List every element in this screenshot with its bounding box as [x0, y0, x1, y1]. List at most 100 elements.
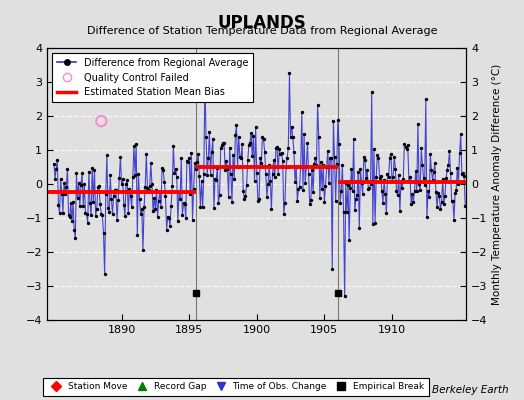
Point — [95, 182, 103, 189]
Point — [64, 212, 73, 218]
Point — [417, 145, 425, 152]
Point — [77, 182, 85, 188]
Legend: Station Move, Record Gap, Time of Obs. Change, Empirical Break: Station Move, Record Gap, Time of Obs. C… — [43, 378, 429, 396]
Point — [203, 172, 211, 178]
Point — [363, 167, 372, 174]
Point — [119, 201, 128, 208]
Point — [409, 198, 418, 205]
Point — [73, 195, 82, 202]
Point — [268, 171, 277, 177]
Point — [401, 144, 410, 150]
Point — [244, 157, 252, 164]
Point — [407, 201, 416, 207]
Point — [377, 173, 385, 179]
Point — [167, 203, 176, 210]
Point — [403, 142, 412, 148]
Point — [115, 174, 124, 181]
Point — [389, 174, 397, 180]
Point — [190, 186, 198, 192]
Point — [86, 200, 94, 206]
Point — [432, 189, 440, 196]
Text: Berkeley Earth: Berkeley Earth — [432, 385, 508, 395]
Point — [173, 218, 182, 224]
Point — [255, 196, 263, 202]
Point — [416, 187, 424, 194]
Point — [451, 190, 459, 196]
Point — [313, 102, 322, 108]
Point — [399, 175, 408, 182]
Point — [435, 193, 443, 199]
Point — [91, 212, 100, 219]
Point — [152, 186, 161, 193]
Point — [361, 156, 369, 163]
Point — [162, 226, 171, 233]
Point — [211, 176, 219, 182]
Point — [365, 185, 374, 191]
Point — [150, 194, 158, 201]
Point — [191, 160, 199, 166]
Point — [449, 198, 457, 204]
Point — [362, 174, 370, 181]
Point — [69, 198, 77, 205]
Point — [250, 177, 259, 184]
Point — [155, 197, 163, 204]
Point — [275, 146, 283, 152]
Point — [62, 183, 71, 190]
Point — [383, 171, 391, 178]
Point — [385, 174, 393, 180]
Point — [52, 166, 60, 172]
Point — [424, 188, 432, 194]
Point — [161, 193, 170, 199]
Point — [166, 222, 174, 229]
Point — [321, 183, 330, 189]
Point — [394, 192, 402, 198]
Point — [130, 142, 138, 149]
Point — [358, 191, 367, 197]
Point — [410, 188, 419, 194]
Point — [296, 184, 304, 190]
Point — [391, 165, 400, 172]
Point — [85, 168, 93, 175]
Point — [317, 159, 325, 165]
Point — [433, 204, 441, 210]
Point — [229, 152, 237, 158]
Point — [54, 202, 63, 209]
Point — [260, 148, 269, 155]
Point — [212, 177, 221, 184]
Point — [287, 134, 295, 140]
Point — [230, 176, 238, 182]
Point — [330, 154, 339, 161]
Point — [140, 204, 148, 211]
Point — [204, 155, 213, 161]
Point — [94, 184, 102, 190]
Point — [225, 144, 234, 151]
Point — [370, 146, 378, 152]
Point — [302, 163, 311, 169]
Point — [428, 177, 436, 184]
Point — [236, 154, 244, 160]
Point — [400, 141, 409, 148]
Point — [113, 217, 121, 223]
Point — [172, 174, 181, 180]
Point — [276, 151, 285, 158]
Point — [163, 213, 172, 220]
Point — [180, 200, 189, 207]
Point — [187, 150, 195, 157]
Point — [374, 155, 383, 161]
Point — [222, 158, 231, 164]
Point — [312, 162, 321, 168]
Point — [132, 140, 140, 147]
Point — [97, 210, 105, 217]
Point — [249, 133, 258, 139]
Point — [427, 167, 435, 173]
Point — [126, 192, 135, 199]
Point — [375, 175, 384, 181]
Point — [122, 181, 130, 187]
Point — [82, 211, 91, 217]
Point — [213, 165, 222, 171]
Point — [402, 146, 411, 152]
Point — [325, 180, 333, 186]
Point — [157, 204, 165, 210]
Point — [307, 197, 315, 204]
Point — [179, 200, 188, 206]
